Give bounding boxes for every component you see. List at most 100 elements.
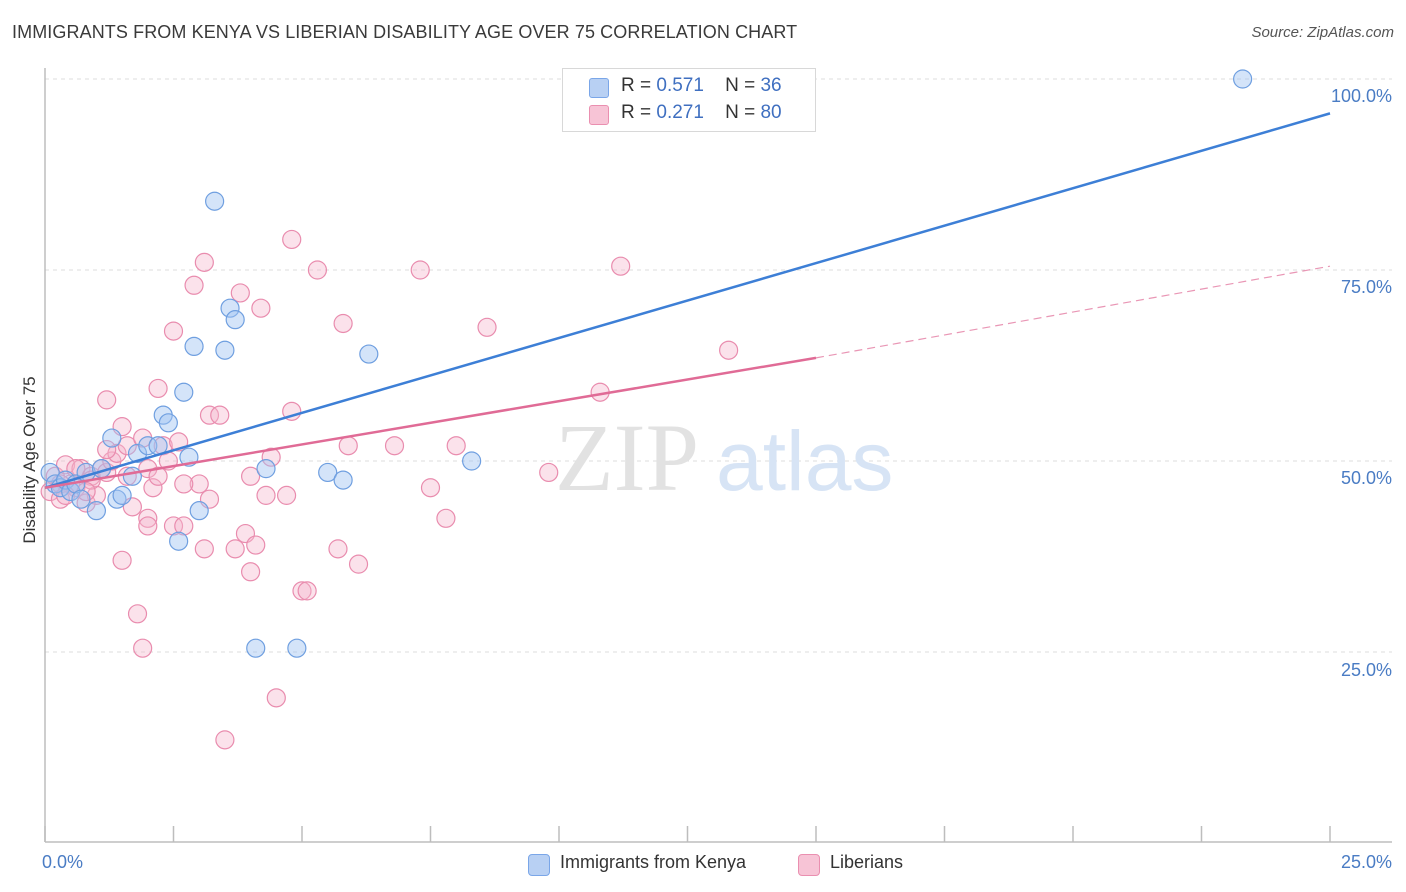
- liberians-point: [225, 539, 245, 559]
- kenya-points: [40, 69, 1253, 658]
- liberians-point: [477, 317, 497, 337]
- liberians-point: [112, 550, 132, 570]
- kenya-point: [1233, 69, 1253, 89]
- y-tick-100: 100.0%: [1330, 86, 1392, 106]
- liberians-point: [153, 436, 173, 456]
- legend-r-kenya: 0.571: [656, 75, 704, 96]
- liberians-point: [143, 478, 163, 498]
- y-axis-label: Disability Age Over 75: [20, 376, 39, 544]
- liberians-point: [297, 581, 317, 601]
- kenya-point: [205, 191, 225, 211]
- kenya-trend-line: [44, 112, 1331, 489]
- liberians-point: [266, 688, 286, 708]
- liberians-point: [282, 229, 302, 250]
- liberians-point: [241, 466, 261, 486]
- legend-swatch-liberians: [589, 105, 609, 125]
- liberians-point: [133, 638, 153, 658]
- liberians-point: [420, 478, 441, 498]
- liberians-point: [163, 516, 184, 536]
- liberians-point: [230, 283, 250, 303]
- liberians-point: [174, 474, 194, 494]
- liberians-point: [107, 443, 127, 463]
- kenya-point: [184, 336, 204, 356]
- legend-n-kenya: 36: [760, 75, 782, 96]
- liberians-point: [184, 275, 204, 295]
- liberians-point: [97, 390, 117, 410]
- liberians-point: [148, 378, 168, 399]
- kenya-point: [102, 428, 122, 448]
- trend-lines: [44, 112, 1331, 489]
- source-label: Source: ZipAtlas.com: [1251, 24, 1394, 41]
- liberians-point: [246, 535, 266, 555]
- kenya-point: [169, 531, 189, 551]
- liberians-point: [138, 516, 158, 536]
- liberians-point: [307, 260, 328, 280]
- liberians-point: [148, 466, 168, 486]
- liberians-trend-extension: [815, 265, 1331, 359]
- kenya-point: [112, 485, 132, 505]
- legend-n-label: N =: [725, 102, 756, 123]
- kenya-point: [225, 310, 245, 330]
- kenya-point: [246, 638, 266, 658]
- series-label-liberians: Liberians: [830, 852, 904, 872]
- liberians-point: [76, 493, 96, 513]
- liberians-point: [338, 436, 358, 456]
- liberians-point: [241, 562, 261, 582]
- liberians-point: [215, 730, 235, 750]
- liberians-point: [194, 539, 214, 559]
- liberians-point: [189, 474, 209, 494]
- kenya-point: [40, 462, 60, 483]
- watermark: ZIP atlas: [555, 404, 893, 511]
- liberians-point: [251, 298, 271, 318]
- liberians-point: [292, 581, 312, 601]
- kenya-point: [220, 298, 240, 318]
- liberians-point: [174, 516, 194, 536]
- liberians-trend-line: [44, 356, 817, 489]
- watermark-atlas: atlas: [716, 414, 893, 508]
- liberians-point: [50, 489, 71, 509]
- watermark-zip: ZIP: [555, 404, 699, 511]
- kenya-point: [333, 470, 353, 490]
- liberians-point: [256, 485, 276, 505]
- kenya-point: [86, 501, 107, 521]
- kenya-point: [189, 501, 209, 521]
- x-tick-0: 0.0%: [42, 852, 84, 872]
- liberians-point: [194, 252, 214, 272]
- liberians-point: [210, 405, 230, 425]
- kenya-point: [127, 443, 148, 463]
- legend-n-label: N =: [725, 75, 756, 96]
- liberians-point: [446, 436, 466, 456]
- kenya-point: [158, 413, 178, 433]
- liberians-point: [539, 462, 559, 483]
- kenya-point: [256, 459, 276, 479]
- liberians-point: [333, 313, 353, 334]
- correlation-legend: R = 0.571 N = 36 R = 0.271 N = 80: [562, 68, 816, 132]
- kenya-point: [462, 451, 482, 471]
- liberians-point: [86, 485, 107, 505]
- liberians-point: [328, 539, 348, 559]
- liberians-point: [199, 405, 220, 425]
- legend-r-label: R =: [621, 75, 652, 96]
- kenya-point: [359, 344, 379, 364]
- series-swatch-liberians: [798, 854, 820, 876]
- kenya-point: [107, 489, 127, 509]
- liberians-point: [97, 439, 117, 460]
- legend-swatch-kenya: [589, 78, 609, 98]
- kenya-point: [287, 638, 307, 658]
- series-label-kenya: Immigrants from Kenya: [560, 852, 747, 872]
- kenya-point: [318, 462, 338, 483]
- axes: [44, 68, 1392, 843]
- liberians-point: [55, 455, 76, 475]
- legend-r-label: R =: [621, 102, 652, 123]
- kenya-point: [71, 489, 91, 509]
- y-axis-label-wrap: Disability Age Over 75: [0, 300, 60, 620]
- liberians-point: [410, 260, 430, 280]
- liberians-point: [117, 436, 137, 456]
- kenya-point: [138, 436, 158, 456]
- liberians-point: [436, 508, 456, 528]
- liberians-point: [138, 508, 158, 528]
- liberians-point: [127, 604, 148, 624]
- y-tick-25: 25.0%: [1340, 660, 1392, 680]
- kenya-point: [122, 466, 142, 486]
